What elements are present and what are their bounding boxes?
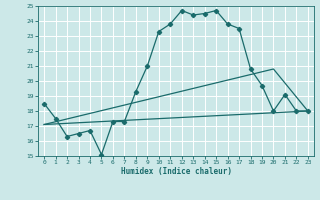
X-axis label: Humidex (Indice chaleur): Humidex (Indice chaleur) <box>121 167 231 176</box>
